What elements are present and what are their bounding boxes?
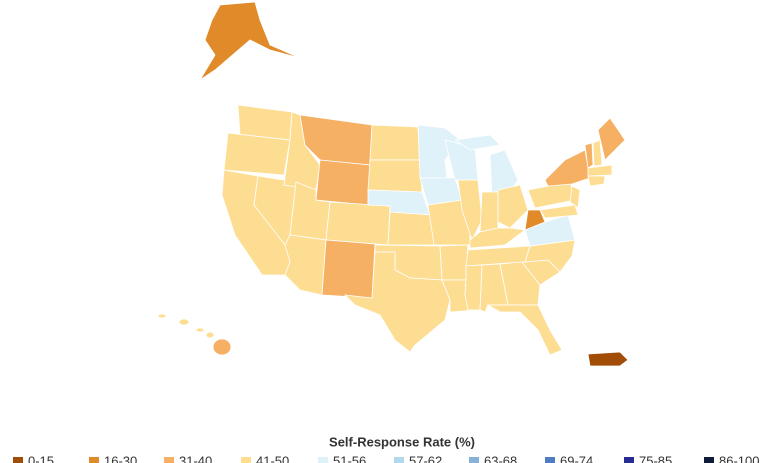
legend-swatch [89,457,99,463]
region [195,327,205,333]
legend-label: 41-50 [256,453,289,463]
region [597,117,626,161]
region [223,132,291,176]
region [178,318,190,326]
legend-label: 51-56 [333,453,366,463]
legend-label: 63-68 [484,453,517,463]
legend-swatch [624,457,634,463]
region [199,1,301,81]
legend-swatch [469,457,479,463]
region [157,313,167,319]
legend-swatch [241,457,251,463]
region [587,351,629,367]
region [457,179,483,242]
region [369,124,421,161]
legend-swatch [13,457,23,463]
region [539,204,579,219]
region [367,159,423,193]
legend-swatch [704,457,714,463]
region [315,159,371,206]
legend-swatch [545,457,555,463]
region [284,234,327,296]
region [453,134,501,151]
region [439,244,469,281]
region [212,338,232,356]
legend-swatch [318,457,328,463]
region [587,175,606,187]
region [325,201,391,246]
region [479,191,499,233]
legend-label: 57-62 [409,453,442,463]
region [469,227,527,249]
region [592,139,603,167]
region [587,164,613,177]
legend-swatch [164,457,174,463]
legend-label: 0-15 [28,453,54,463]
region [321,239,376,299]
region [497,184,529,229]
region [569,185,581,209]
region [387,211,435,246]
legend-label: 31-40 [179,453,212,463]
legend-title: Self-Response Rate (%) [329,434,475,449]
region [205,331,215,339]
legend-swatch [394,457,404,463]
region [584,142,594,169]
states [157,1,629,367]
region [544,149,591,187]
legend: 0-15 16-30 31-40 41-50 51-56 57-62 63-68 69-74 7… [13,453,759,463]
legend-label: 16-30 [104,453,137,463]
legend-label: 75-85 [639,453,672,463]
legend-label: 69-74 [560,453,593,463]
region [486,304,563,356]
legend-label: 86-100 [719,453,759,463]
region [464,264,483,311]
region [343,251,451,353]
